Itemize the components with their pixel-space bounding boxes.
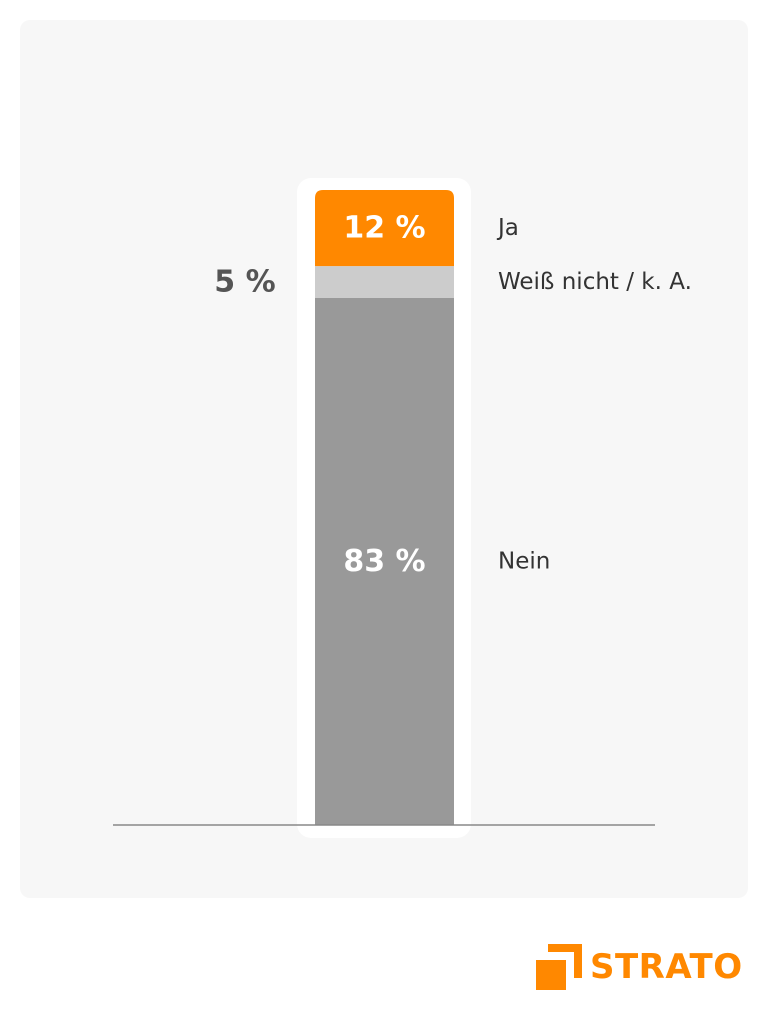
bar-segment-1 (315, 190, 454, 267)
strato-logo: STRATO (536, 942, 743, 992)
strato-logo-icon (536, 944, 582, 990)
value-label-2: 5 % (214, 265, 275, 300)
bar-segment-2 (315, 266, 454, 298)
bar-segment-3 (315, 297, 454, 825)
value-label-3: 83 % (343, 544, 425, 579)
series-label-3: Nein (498, 548, 550, 574)
value-label-1: 12 % (343, 211, 425, 246)
brand-name: STRATO (590, 947, 743, 987)
data-labels: 12 % Ja 5 % Weiß nicht / k. A. 83 % Nein (214, 211, 692, 579)
bar-segments (315, 190, 454, 825)
series-label-2: Weiß nicht / k. A. (498, 269, 692, 295)
series-label-1: Ja (496, 215, 519, 241)
